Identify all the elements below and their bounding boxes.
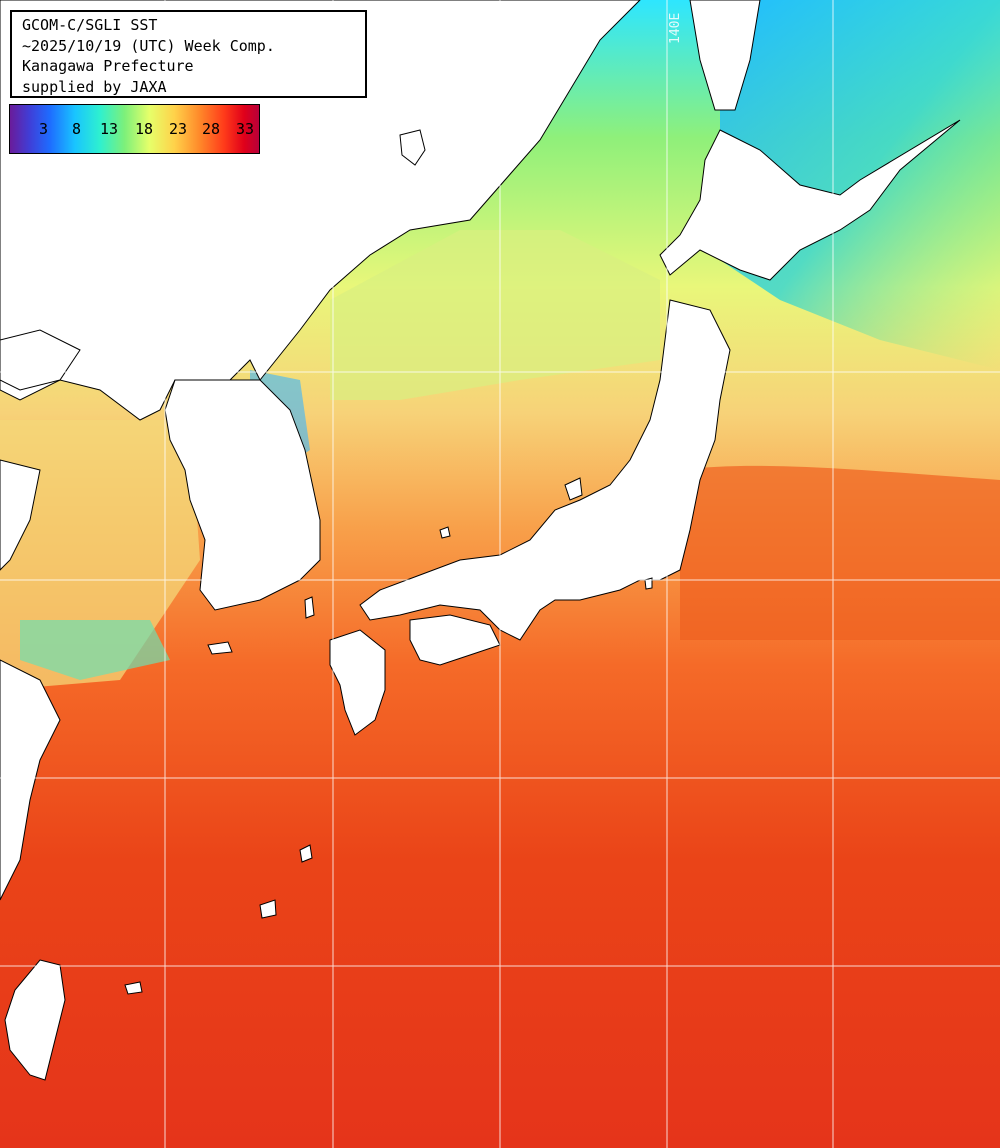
east-china-sea-cyan-patch [20,620,170,680]
shikoku [409,614,501,666]
kuroshio-warm-region [680,465,1000,640]
map-title-box: GCOM-C/SGLI SST ~2025/10/19 (UTC) Week C… [10,10,367,98]
oki-island [439,526,451,539]
izu-island [644,577,653,590]
title-line-3: Kanagawa Prefecture [22,57,194,75]
sado-island [564,477,583,501]
legend-label-3: 3 [39,120,49,138]
kyushu [329,629,386,736]
jeju-island [207,641,233,655]
legend-label-8: 8 [72,120,82,138]
ryukyu-island-1 [299,844,313,863]
latitude-label-40n: 40N [15,354,39,369]
taiwan [4,959,66,1081]
tsushima-island [304,596,315,619]
legend-label-23: 23 [169,120,188,138]
latitude-label-30n: 30N [14,760,38,775]
legend-label-18: 18 [135,120,154,138]
liaodong-peninsula [0,329,81,391]
longitude-label-140e: 140E [668,12,683,44]
china-south-coast [0,659,61,901]
cool-sea-japan-sea [330,230,660,400]
title-line-4: supplied by JAXA [22,77,167,96]
korean-peninsula [164,379,321,611]
china-east-coast [0,459,41,571]
sakhalin [689,0,761,111]
legend-label-28: 28 [202,120,221,138]
hokkaido [659,119,961,281]
rebun-island [399,129,426,166]
color-scale-legend: 3 8 13 18 23 28 33 [9,104,260,154]
ryukyu-island-2 [259,899,277,919]
legend-label-33: 33 [236,120,255,138]
legend-label-13: 13 [100,120,119,138]
honshu [359,299,731,641]
title-line-2: ~2025/10/19 (UTC) Week Comp. [22,36,275,55]
ryukyu-island-3 [124,981,143,995]
title-line-1: GCOM-C/SGLI SST [22,16,158,34]
